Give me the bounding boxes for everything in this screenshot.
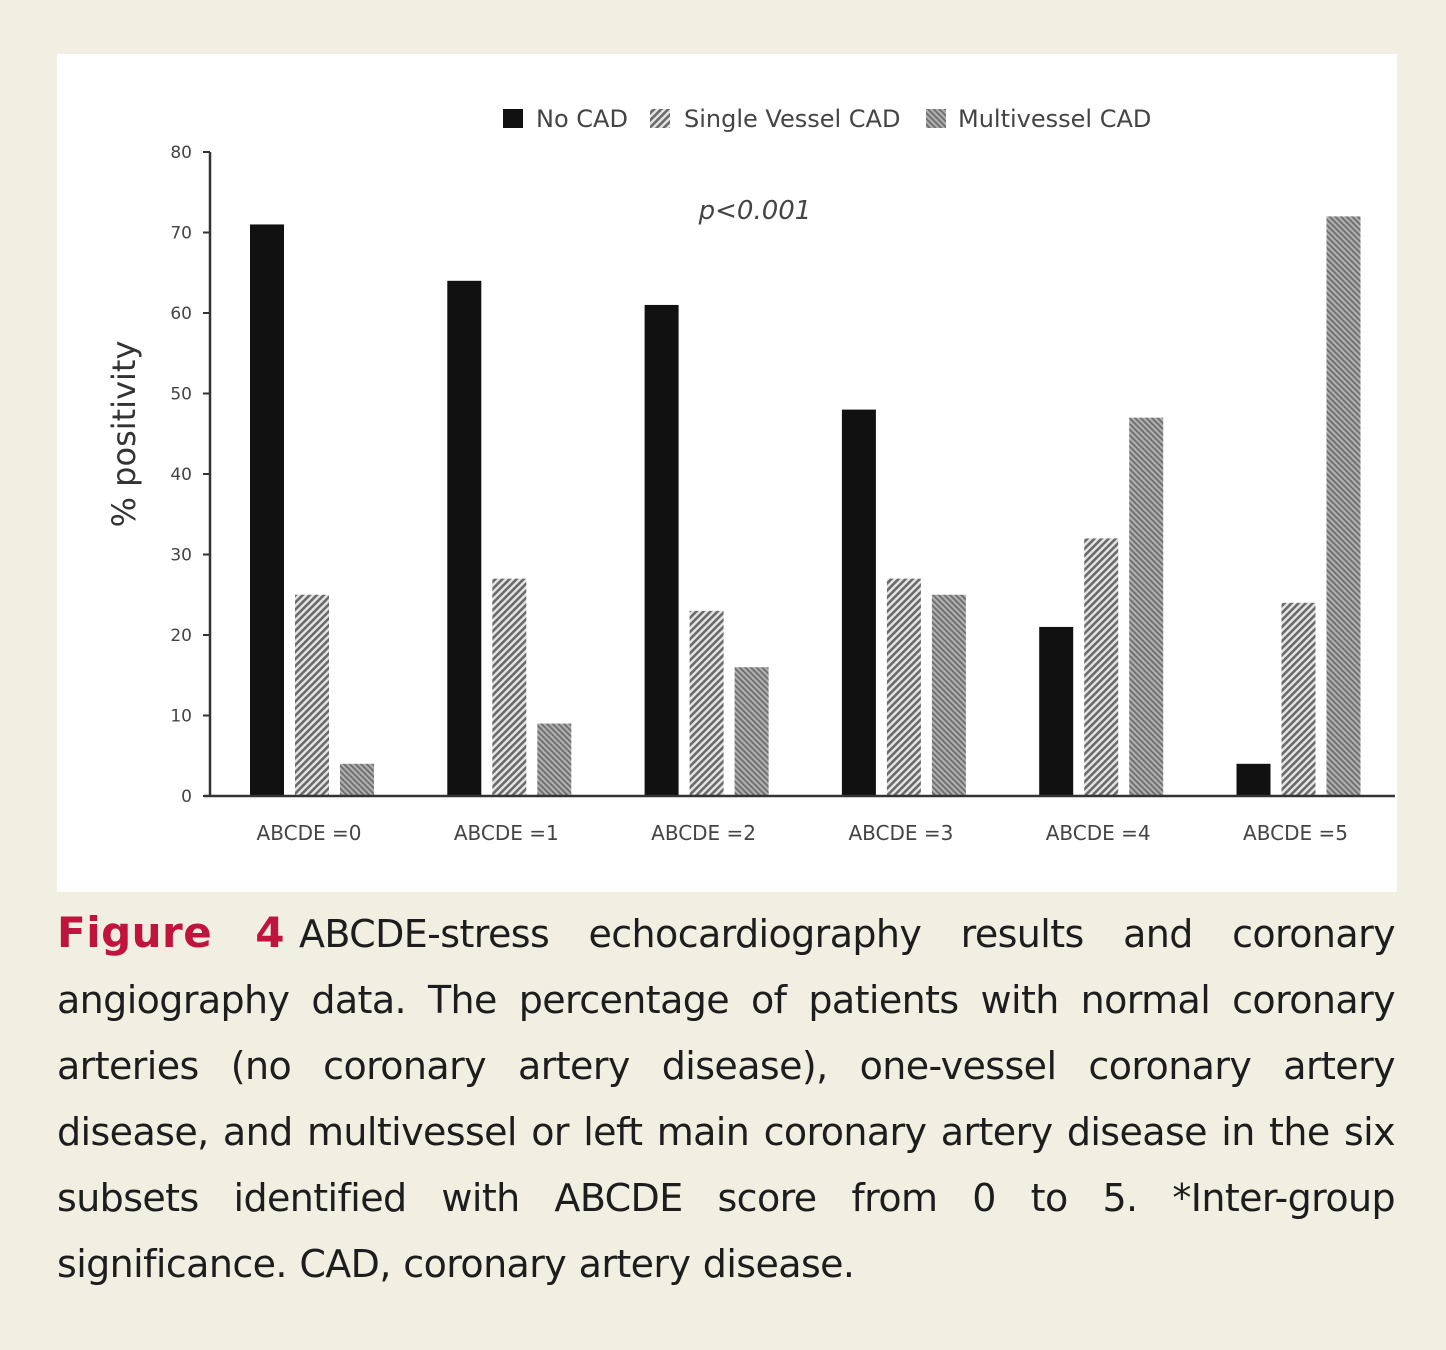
p-value-annotation: p<0.001 [698,196,812,226]
legend-swatch-no-cad [503,109,523,128]
bar-no-cad-1 [447,280,482,796]
y-tick-label: 50 [170,385,192,405]
y-axis-title: % positivity [105,341,143,528]
legend-label-single-vessel-cad: Single Vessel CAD [684,105,900,133]
figure-label: Figure 4 [57,908,285,957]
bar-multivessel-cad-4 [1129,417,1164,796]
bar-no-cad-2 [644,304,679,796]
y-tick-label: 10 [170,707,192,727]
legend: No CAD Single Vessel CAD Multivessel CAD [503,105,1151,133]
bar-no-cad-4 [1039,626,1074,796]
legend-label-no-cad: No CAD [536,105,628,133]
x-category-label: ABCDE =2 [651,821,756,845]
bar-multivessel-cad-2 [734,667,769,796]
axes-layer: 0 10 20 30 40 50 60 70 80 ABCDE =0 ABCDE =1 ABCDE =… [170,143,1395,845]
legend-swatch-multivessel-cad [926,109,946,128]
bar-multivessel-cad-3 [931,594,966,796]
chart-panel: No CAD Single Vessel CAD Multivessel CAD p… [57,54,1397,892]
x-category-label: ABCDE =1 [454,821,559,845]
y-axis-title-layer: % positivity [105,341,143,528]
y-tick-label: 30 [170,546,192,566]
y-tick-label: 60 [170,304,192,324]
legend-swatch-single-vessel-cad [650,109,670,128]
bar-no-cad-3 [841,409,876,796]
caption-text: ABCDE-stress echocardiography results an… [57,912,1396,1286]
bar-no-cad-5 [1236,763,1271,796]
x-category-label: ABCDE =4 [1046,821,1151,845]
x-category-label: ABCDE =5 [1243,821,1348,845]
y-tick-label: 70 [170,224,192,244]
bar-multivessel-cad-0 [340,763,374,796]
bars-layer [250,216,1361,796]
bar-multivessel-cad-5 [1326,216,1361,796]
x-category-label: ABCDE =3 [848,821,953,845]
bar-no-cad-0 [250,224,284,796]
bar-multivessel-cad-1 [537,723,572,796]
y-tick-label: 40 [170,465,192,485]
figure-caption: Figure 4 ABCDE-stress echocardiography re… [57,900,1396,1297]
bar-chart: No CAD Single Vessel CAD Multivessel CAD p… [105,105,1395,845]
bar-single-vessel-cad-5 [1281,602,1316,796]
bar-single-vessel-cad-2 [689,610,724,796]
legend-label-multivessel-cad: Multivessel CAD [958,105,1151,133]
y-tick-label: 80 [170,143,192,163]
bar-single-vessel-cad-0 [295,594,329,796]
x-category-label: ABCDE =0 [257,821,362,845]
bar-single-vessel-cad-1 [492,578,527,796]
bar-single-vessel-cad-4 [1084,538,1119,796]
bar-single-vessel-cad-3 [886,578,921,796]
annotation-layer: p<0.001 [698,196,812,226]
y-tick-label: 20 [170,626,192,646]
y-tick-label: 0 [181,787,192,807]
